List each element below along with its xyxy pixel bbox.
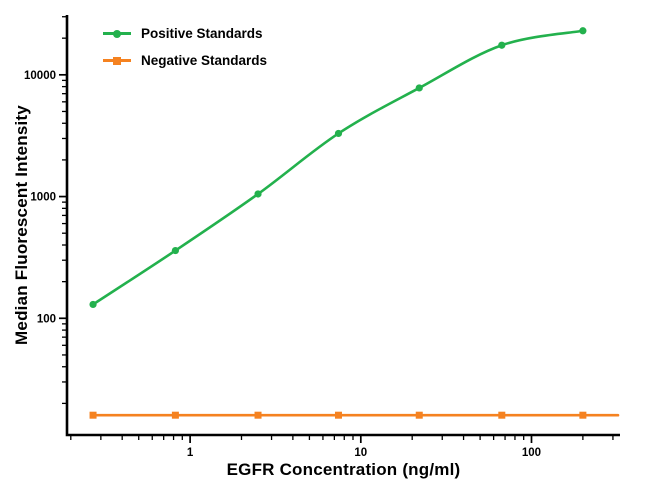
negative-data-point	[579, 411, 587, 419]
negative-dot-icon	[113, 56, 121, 65]
x-axis-title: EGFR Concentration (ng/ml)	[226, 460, 461, 479]
negative-data-point	[334, 411, 342, 419]
legend: Positive Standards Negative Standards	[103, 20, 267, 74]
positive-data-point	[89, 300, 97, 309]
x-tick-label: 1	[187, 447, 194, 459]
positive-data-point	[579, 27, 587, 35]
y-tick-label: 100	[37, 313, 56, 325]
y-tick-label: 1000	[30, 192, 56, 204]
negative-data-point	[498, 411, 506, 419]
negative-series-marker-icon	[103, 54, 131, 68]
x-tick-label: 10	[354, 447, 367, 459]
negative-data-point	[171, 411, 179, 419]
positive-data-point	[498, 41, 506, 49]
positive-data-point	[334, 129, 343, 138]
x-tick-label: 100	[522, 447, 541, 459]
negative-data-point	[415, 411, 423, 419]
positive-series-marker-icon	[103, 27, 131, 41]
legend-entry-positive: Positive Standards	[103, 20, 267, 47]
negative-data-point	[254, 411, 262, 419]
legend-entry-negative: Negative Standards	[103, 47, 267, 74]
legend-label-negative: Negative Standards	[141, 53, 268, 68]
axis-spines	[65, 15, 620, 437]
positive-data-point	[415, 84, 423, 92]
negative-data-point	[89, 411, 97, 419]
y-tick-label: 10000	[24, 70, 56, 82]
positive-data-point	[171, 246, 179, 255]
positive-data-point	[254, 190, 262, 198]
y-axis-title: Median Fluorescent Intensity	[12, 105, 31, 345]
positive-dot-icon	[113, 29, 121, 38]
legend-label-positive: Positive Standards	[141, 26, 263, 41]
